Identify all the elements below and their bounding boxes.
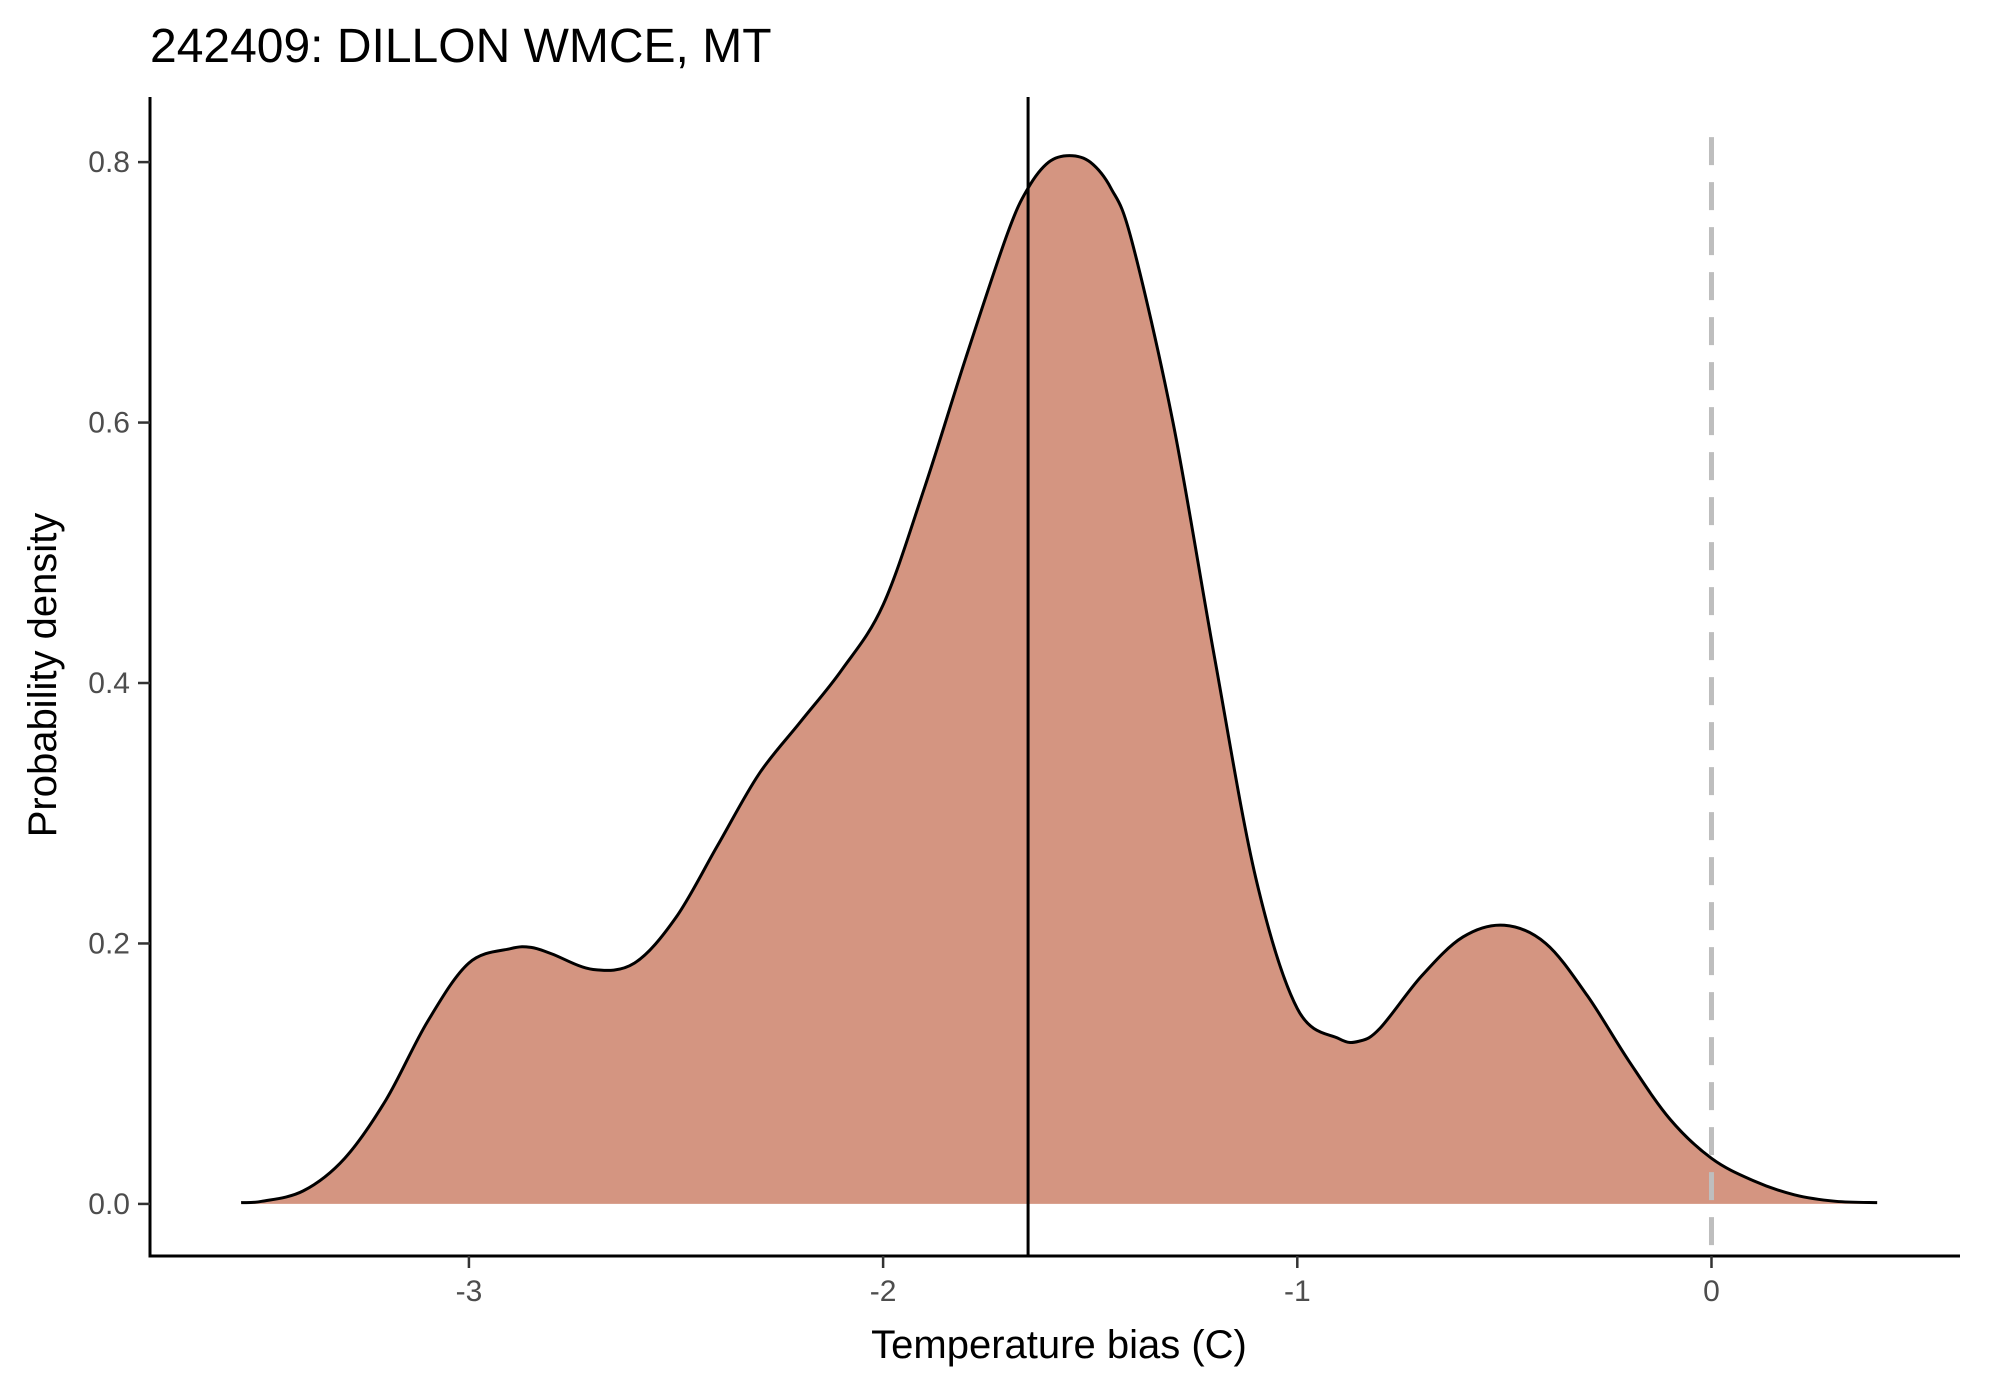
density-area-fill: [241, 155, 1878, 1204]
x-tick-label: -1: [1284, 1275, 1311, 1308]
y-tick-label: 0.0: [88, 1188, 130, 1221]
y-tick-label: 0.2: [88, 927, 130, 960]
plot-area: -3 -2 -1 0 0.0 0.2 0.4 0.6 0.8: [88, 97, 1960, 1308]
x-tick-label: -2: [870, 1275, 897, 1308]
x-tick-label: 0: [1703, 1275, 1720, 1308]
y-tick-label: 0.8: [88, 146, 130, 179]
chart-title: 242409: DILLON WMCE, MT: [150, 20, 772, 73]
y-axis-title: Probability density: [21, 513, 65, 838]
x-tick-label: -3: [456, 1275, 483, 1308]
density-curve-line: [241, 154, 1878, 1205]
y-tick-label: 0.6: [88, 407, 130, 440]
x-axis-title: Temperature bias (C): [871, 1323, 1247, 1367]
y-tick-label: 0.4: [88, 667, 130, 700]
